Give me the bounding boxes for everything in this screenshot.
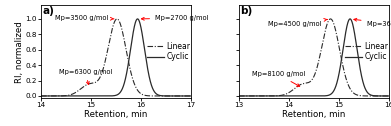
Y-axis label: RI, normalized: RI, normalized — [15, 21, 24, 83]
Text: Mp=3500 g/mol: Mp=3500 g/mol — [55, 15, 114, 21]
Text: Mp=6300 g/mol: Mp=6300 g/mol — [59, 69, 112, 85]
Text: Mp=8100 g/mol: Mp=8100 g/mol — [251, 71, 305, 86]
Text: Mp=2700 g/mol: Mp=2700 g/mol — [142, 15, 208, 21]
Text: b): b) — [240, 6, 253, 16]
Legend: Linear, Cyclic: Linear, Cyclic — [345, 42, 388, 61]
Text: Mp=4500 g/mol: Mp=4500 g/mol — [268, 19, 327, 27]
Text: a): a) — [43, 6, 54, 16]
X-axis label: Retention, min: Retention, min — [84, 110, 148, 119]
Text: Mp=3600 g/mol: Mp=3600 g/mol — [354, 18, 391, 27]
X-axis label: Retention, min: Retention, min — [282, 110, 346, 119]
Legend: Linear, Cyclic: Linear, Cyclic — [147, 42, 190, 61]
